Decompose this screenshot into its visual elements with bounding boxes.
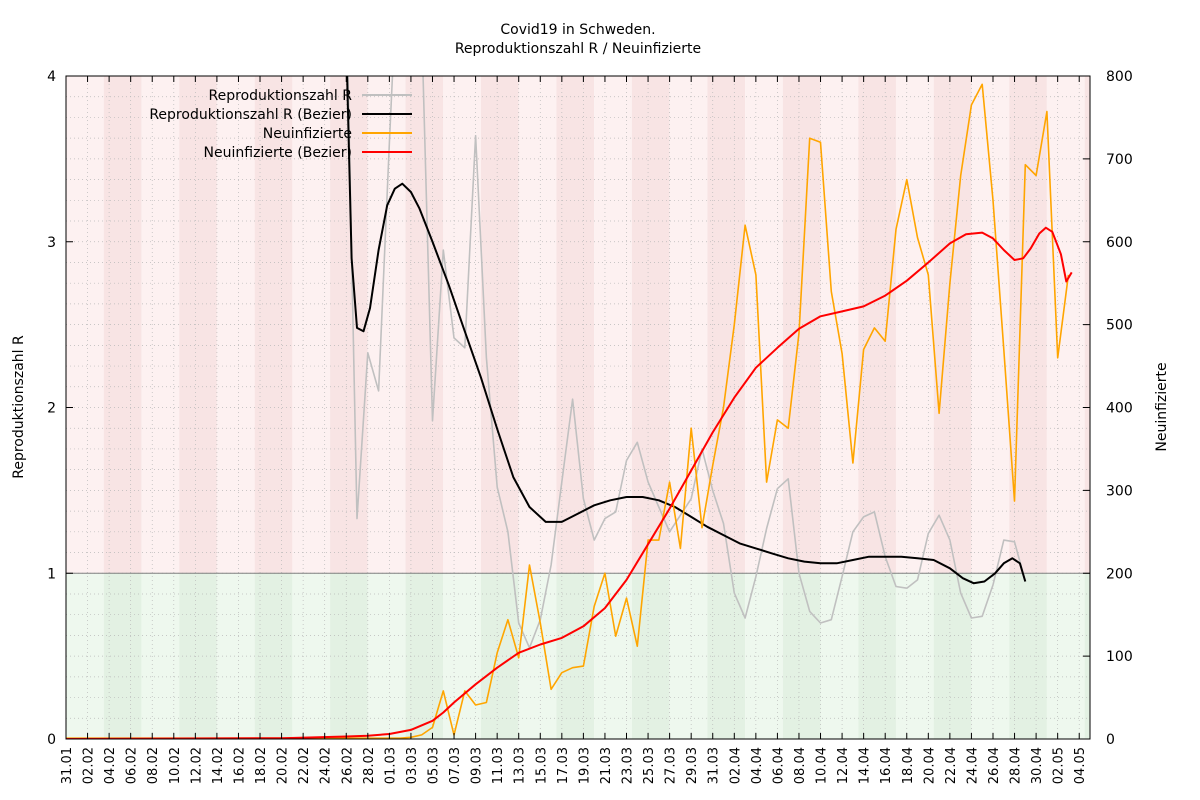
x-tick-label: 12.04 xyxy=(836,747,851,784)
x-tick-label: 17.03 xyxy=(556,747,571,784)
y2-tick-label: 800 xyxy=(1106,69,1133,85)
grid xyxy=(65,75,1090,740)
x-tick-label: 23.03 xyxy=(621,747,636,784)
y-tick-label: 1 xyxy=(47,566,56,582)
x-tick-label: 02.02 xyxy=(82,747,97,784)
x-tick-label: 19.03 xyxy=(577,747,592,784)
x-tick-label: 20.02 xyxy=(276,747,291,784)
x-tick-label: 10.02 xyxy=(168,747,183,784)
x-tick-label: 25.03 xyxy=(642,747,657,784)
x-tick-label: 05.03 xyxy=(426,747,441,784)
y2-tick-label: 700 xyxy=(1106,152,1133,168)
legend-label: Reproduktionszahl R xyxy=(209,88,353,104)
data-lines xyxy=(66,76,1073,739)
chart-subtitle: Reproduktionszahl R / Neuinfizierte xyxy=(455,41,701,57)
x-tick-label: 28.04 xyxy=(1009,747,1024,784)
zone-below xyxy=(745,573,783,739)
y-axis-ticks: 0 1 2 3 4 xyxy=(47,69,73,748)
x-tick-label: 26.02 xyxy=(340,747,355,784)
x-tick-label: 18.02 xyxy=(254,747,269,784)
zone-above xyxy=(216,76,255,574)
zone-below xyxy=(141,573,180,739)
y2-tick-label: 0 xyxy=(1106,732,1115,748)
zone-below xyxy=(66,573,104,739)
x-tick-label: 26.04 xyxy=(987,747,1002,784)
legend-label: Neuinfizierte xyxy=(263,126,352,142)
y-tick-label: 4 xyxy=(47,69,56,85)
zone-above xyxy=(858,76,896,574)
x-tick-label: 11.03 xyxy=(491,747,506,784)
chart-title: Covid19 in Schweden. xyxy=(500,22,655,38)
zone-above xyxy=(594,76,632,574)
zone-above xyxy=(141,76,180,574)
x-tick-label: 10.04 xyxy=(815,747,830,784)
y-axis-label: Reproduktionszahl R xyxy=(11,335,27,479)
x-tick-label: 03.03 xyxy=(405,747,420,784)
zone-above xyxy=(480,76,519,574)
x-tick-label: 18.04 xyxy=(901,747,916,784)
x-tick-label: 04.02 xyxy=(103,747,118,784)
x-axis-ticks: 31.01 02.02 04.02 06.02 08.02 10.02 12.02 14.02… xyxy=(60,76,1088,784)
x-tick-label: 24.04 xyxy=(965,747,980,784)
x-tick-label: 02.05 xyxy=(1052,747,1067,784)
legend-label: Reproduktionszahl R (Bezier) xyxy=(149,107,352,123)
zone-below xyxy=(1009,573,1047,739)
y2-axis-label: Neuinfizierte xyxy=(1154,362,1170,451)
x-tick-label: 31.01 xyxy=(60,747,75,784)
y2-tick-label: 300 xyxy=(1106,483,1133,499)
y2-tick-label: 400 xyxy=(1106,401,1133,417)
x-tick-label: 01.03 xyxy=(383,747,398,784)
x-tick-label: 24.02 xyxy=(319,747,334,784)
series-line-r_bezier xyxy=(346,76,1027,585)
y2-axis-ticks: 0 100 200 300 400 500 600 700 800 xyxy=(1083,69,1133,748)
x-tick-label: 29.03 xyxy=(685,747,700,784)
x-tick-label: 20.04 xyxy=(922,747,937,784)
x-tick-label: 15.03 xyxy=(534,747,549,784)
y2-tick-label: 100 xyxy=(1106,649,1133,665)
series-line-inf_raw xyxy=(66,83,1070,739)
x-tick-label: 14.04 xyxy=(858,747,873,784)
zone-below xyxy=(933,573,972,739)
y2-tick-label: 200 xyxy=(1106,566,1133,582)
x-tick-label: 04.04 xyxy=(750,747,765,784)
x-tick-label: 21.03 xyxy=(599,747,614,784)
x-tick-label: 02.04 xyxy=(728,747,743,784)
x-tick-label: 14.02 xyxy=(211,747,226,784)
x-tick-label: 30.04 xyxy=(1030,747,1045,784)
zone-below xyxy=(330,573,368,739)
x-tick-label: 06.02 xyxy=(125,747,140,784)
x-tick-label: 06.04 xyxy=(771,747,786,784)
zone-above xyxy=(669,76,708,574)
x-tick-label: 13.03 xyxy=(513,747,528,784)
y-tick-label: 2 xyxy=(47,401,56,417)
x-tick-label: 09.03 xyxy=(470,747,485,784)
x-tick-label: 27.03 xyxy=(664,747,679,784)
legend: Reproduktionszahl R Reproduktionszahl R (… xyxy=(149,88,412,161)
zone-above xyxy=(66,76,104,574)
y2-tick-label: 600 xyxy=(1106,235,1133,251)
y-tick-label: 0 xyxy=(47,732,56,748)
zone-above xyxy=(933,76,972,574)
x-tick-label: 07.03 xyxy=(448,747,463,784)
zone-below xyxy=(858,573,896,739)
legend-label: Neuinfizierte (Bezier) xyxy=(204,145,352,161)
series-line-inf_bezier xyxy=(66,226,1073,739)
x-tick-label: 22.04 xyxy=(944,747,959,784)
x-tick-label: 08.02 xyxy=(146,747,161,784)
series-line-r_raw xyxy=(347,76,1027,649)
x-tick-label: 08.04 xyxy=(793,747,808,784)
y2-tick-label: 500 xyxy=(1106,318,1133,334)
y-tick-label: 3 xyxy=(47,235,56,251)
x-tick-label: 16.02 xyxy=(232,747,247,784)
zone-above xyxy=(405,76,444,574)
x-tick-label: 04.05 xyxy=(1073,747,1088,784)
zone-below xyxy=(216,573,255,739)
x-tick-label: 28.02 xyxy=(362,747,377,784)
x-tick-label: 31.03 xyxy=(707,747,722,784)
x-tick-label: 22.02 xyxy=(297,747,312,784)
zone-below xyxy=(669,573,708,739)
x-tick-label: 12.02 xyxy=(189,747,204,784)
x-tick-label: 16.04 xyxy=(879,747,894,784)
